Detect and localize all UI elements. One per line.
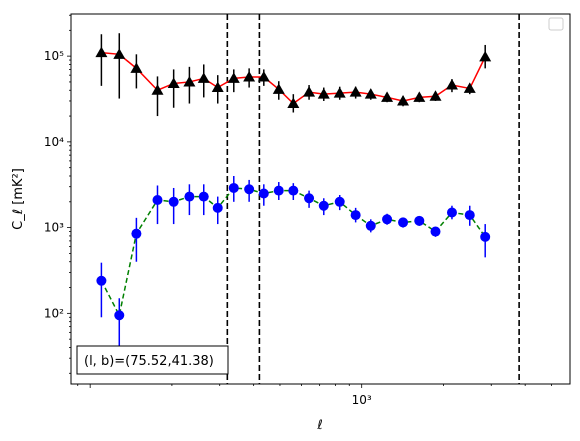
- plot-frame: [70, 13, 571, 385]
- series-1-point: [197, 72, 210, 83]
- series-2-point: [273, 185, 284, 196]
- x-tick-label: 10³: [352, 393, 372, 407]
- series-2-point: [114, 310, 125, 321]
- series-1-point: [227, 72, 240, 83]
- series-2-point: [398, 217, 409, 228]
- series-1-point: [349, 86, 362, 97]
- series-1-point: [272, 83, 285, 94]
- annotation-text: (l, b)=(75.52,41.38): [84, 354, 214, 369]
- y-tick-label: 10⁴: [44, 135, 64, 149]
- y-axis-title: C_ℓ [mK²]: [11, 168, 26, 230]
- series-1-point: [287, 97, 300, 109]
- annotation-box: (l, b)=(75.52,41.38): [76, 345, 229, 375]
- y-tick-label: 10⁵: [44, 49, 64, 63]
- series-1-point: [479, 50, 492, 62]
- series-2-point: [212, 202, 223, 213]
- series-1-point: [95, 46, 108, 58]
- axes: 10² 10³ 10⁴ 10⁵ 10³: [44, 14, 552, 407]
- series-2-point: [304, 193, 315, 204]
- series-2-point: [152, 194, 163, 205]
- series-1-point: [429, 90, 442, 101]
- series-1-point: [211, 81, 224, 93]
- series-2-point: [430, 226, 441, 237]
- series-1-point: [167, 77, 180, 88]
- series-2-point: [228, 182, 239, 193]
- series-2-point: [318, 200, 329, 211]
- series-1-point: [130, 62, 143, 73]
- vertical-reference-lines: [226, 14, 520, 384]
- series-1-point: [397, 94, 410, 106]
- series-2-point: [382, 214, 393, 225]
- series-2-point: [350, 210, 361, 221]
- series-2-point: [168, 196, 179, 207]
- series-2-point: [131, 228, 142, 239]
- legend-box: [548, 17, 564, 31]
- series-2-point: [198, 191, 209, 202]
- series-2-point: [288, 185, 299, 196]
- series-2-point: [258, 188, 269, 199]
- series-2-point: [184, 191, 195, 202]
- series-2-point: [365, 220, 376, 231]
- series-1-point: [364, 88, 377, 99]
- series-2-point: [464, 210, 475, 221]
- x-axis-title: ℓ: [316, 418, 322, 433]
- y-tick-label: 10³: [44, 221, 64, 235]
- series-1-point: [413, 91, 426, 102]
- series-1-point: [303, 86, 316, 97]
- series-1-point: [151, 84, 164, 95]
- series-1-point: [381, 91, 394, 102]
- series-1-point: [317, 88, 330, 99]
- series-2-point: [244, 184, 255, 195]
- series-1-point: [257, 71, 270, 82]
- plot-series: [95, 33, 492, 353]
- series-1-point: [463, 82, 476, 93]
- series-2-point: [414, 215, 425, 226]
- series-1-point: [333, 87, 346, 98]
- series-2-point: [96, 275, 107, 286]
- series-1-point: [445, 79, 458, 90]
- series-2-point: [446, 207, 457, 218]
- series-1-point: [113, 48, 126, 59]
- series-1-point: [243, 71, 256, 82]
- series-2-point: [334, 196, 345, 207]
- series-1-point: [183, 75, 196, 87]
- y-tick-label: 10²: [44, 306, 64, 320]
- series-2-point: [480, 231, 491, 242]
